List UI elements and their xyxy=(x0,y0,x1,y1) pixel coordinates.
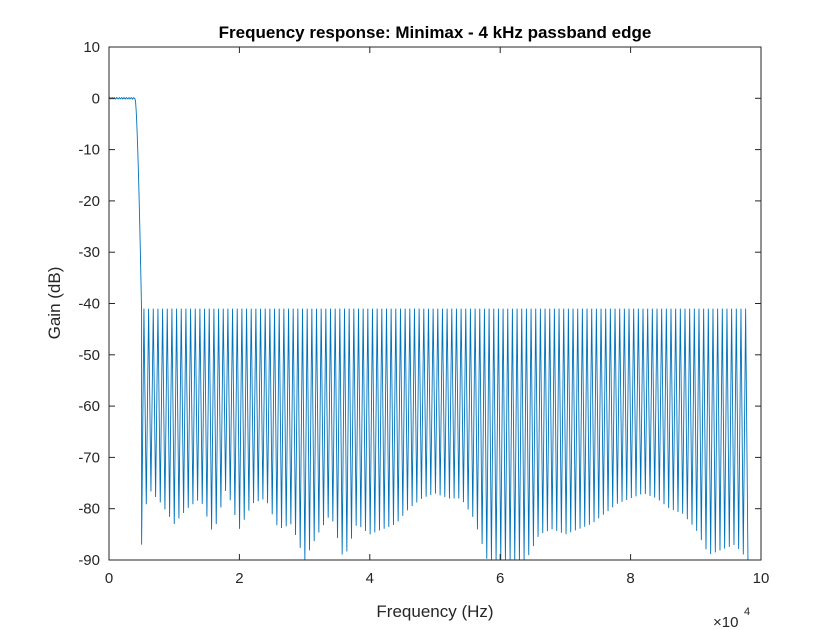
y-tick-label: -10 xyxy=(78,142,100,159)
y-tick-label: -20 xyxy=(78,193,100,210)
x-tick-label: 4 xyxy=(366,570,374,587)
y-tick-label: -60 xyxy=(78,398,100,415)
x-tick-label: 8 xyxy=(626,570,634,587)
series-group xyxy=(108,96,749,561)
chart-title: Frequency response: Minimax - 4 kHz pass… xyxy=(219,23,652,42)
x-tick-label: 10 xyxy=(753,570,770,587)
x-multiplier-base: ×10 xyxy=(713,614,738,630)
x-tick-label: 0 xyxy=(105,570,113,587)
y-tick-label: 10 xyxy=(83,39,100,56)
series-line xyxy=(108,96,749,561)
y-tick-label: -70 xyxy=(78,449,100,466)
y-tick-label: -40 xyxy=(78,296,100,313)
y-tick-label: 0 xyxy=(92,90,100,107)
y-axis-ticks: 10 0 -10 -20 -30 -40 -50 -60 -70 -80 -90 xyxy=(78,39,761,569)
y-tick-label: -30 xyxy=(78,244,100,261)
x-axis-multiplier: ×10 4 xyxy=(713,606,750,630)
x-axis-ticks: 0 2 4 6 8 10 xyxy=(105,47,770,587)
x-tick-label: 6 xyxy=(496,570,504,587)
x-tick-label: 2 xyxy=(235,570,243,587)
y-tick-label: -50 xyxy=(78,347,100,364)
y-tick-label: -90 xyxy=(78,552,100,569)
x-axis-label: Frequency (Hz) xyxy=(376,602,493,621)
y-axis-label: Gain (dB) xyxy=(45,267,64,340)
x-multiplier-exponent: 4 xyxy=(744,606,750,618)
y-tick-label: -80 xyxy=(78,501,100,518)
